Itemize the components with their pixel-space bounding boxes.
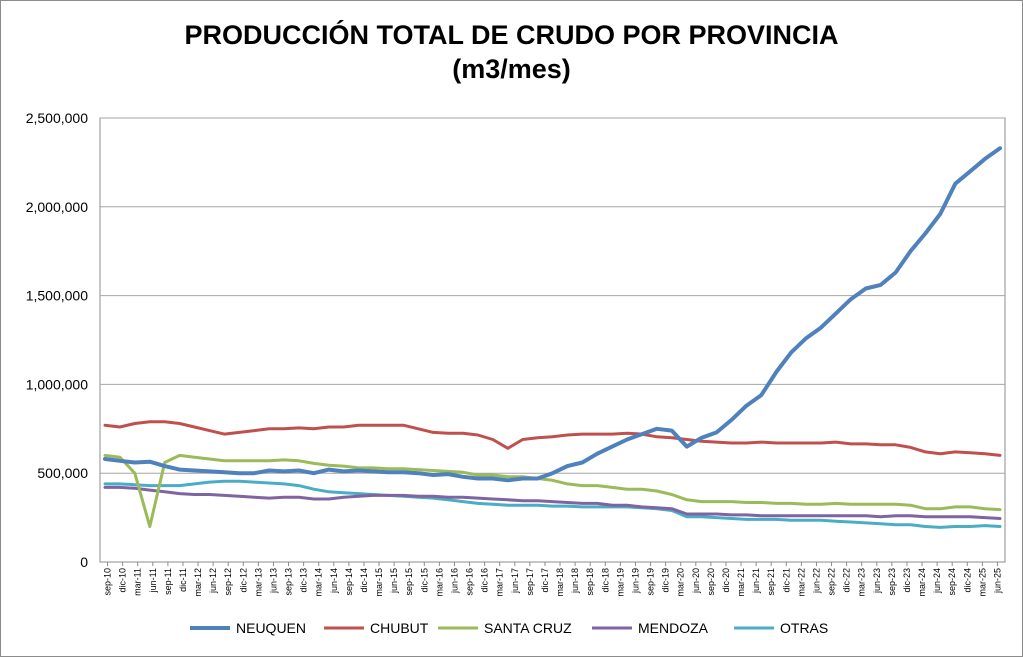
- legend-label: NEUQUEN: [236, 620, 306, 636]
- y-tick-label: 0: [80, 554, 88, 570]
- x-tick-label: jun-19: [630, 568, 640, 594]
- x-tick-label: sep-11: [163, 568, 173, 595]
- x-tick-label: dic-22: [842, 568, 852, 593]
- series-line-santa-cruz: [103, 453, 1002, 528]
- x-tick-label: mar-18: [555, 568, 565, 597]
- x-tick-label: sep-20: [706, 568, 716, 596]
- x-tick-label: mar-23: [857, 568, 867, 597]
- chart-subtitle: (m3/mes): [452, 54, 571, 84]
- x-tick-label: sep-17: [525, 568, 535, 596]
- x-tick-label: dic-23: [902, 568, 912, 593]
- x-tick-label: sep-10: [103, 568, 113, 596]
- x-tick-label: sep-16: [465, 568, 475, 596]
- x-tick-label: mar-24: [917, 568, 927, 597]
- y-tick-label: 2,000,000: [26, 199, 88, 215]
- x-tick-label: mar-15: [374, 568, 384, 597]
- chart-title: PRODUCCIÓN TOTAL DE CRUDO POR PROVINCIA: [184, 20, 839, 50]
- x-tick-label: dic-20: [721, 568, 731, 593]
- x-tick-label: mar-20: [676, 568, 686, 597]
- x-tick-label: dic-24: [962, 568, 972, 593]
- x-tick-label: jun-15: [389, 568, 399, 594]
- x-tick-label: sep-14: [344, 568, 354, 596]
- x-tick-label: mar-16: [434, 568, 444, 597]
- x-tick-label: jun-17: [510, 568, 520, 594]
- plot-area: [99, 117, 1006, 563]
- x-tick-label: mar-22: [796, 568, 806, 597]
- x-tick-label: sep-22: [827, 568, 837, 596]
- legend-label: OTRAS: [780, 620, 828, 636]
- x-tick-label: jun-23: [872, 568, 882, 594]
- x-tick-label: sep-24: [947, 568, 957, 596]
- x-tick-label: mar-21: [736, 568, 746, 597]
- legend-label: MENDOZA: [638, 620, 709, 636]
- y-axis: 0 500,000 1,000,000 1,500,000 2,000,000 2,500…: [26, 110, 89, 570]
- x-tick-label: dic-13: [299, 568, 309, 593]
- y-tick-label: 1,000,000: [26, 376, 88, 392]
- x-tick-label: dic-17: [540, 568, 550, 593]
- x-tick-label: dic-12: [238, 568, 248, 593]
- legend-label: SANTA CRUZ: [484, 620, 572, 636]
- x-tick-label: sep-15: [404, 568, 414, 596]
- y-tick-label: 1,500,000: [26, 288, 88, 304]
- series-line-neuquen: [103, 146, 1002, 483]
- x-tick-label: jun-25: [992, 568, 1002, 594]
- x-tick-label: jun-22: [811, 568, 821, 594]
- series-line-mendoza: [103, 485, 1002, 520]
- x-tick-label: jun-18: [570, 568, 580, 594]
- legend: NEUQUEN CHUBUT SANTA CRUZ MENDOZA OTRAS: [190, 620, 828, 636]
- x-tick-label: dic-10: [118, 568, 128, 593]
- x-tick-label: jun-14: [329, 568, 339, 594]
- legend-label: CHUBUT: [370, 620, 429, 636]
- x-tick-label: jun-24: [932, 568, 942, 594]
- x-tick-label: dic-16: [480, 568, 490, 593]
- x-tick-label: sep-19: [646, 568, 656, 596]
- series-line-otras: [103, 479, 1002, 529]
- x-tick-label: dic-11: [178, 568, 188, 592]
- x-tick-label: jun-20: [691, 568, 701, 594]
- y-tick-label: 500,000: [37, 465, 88, 481]
- x-tick-label: mar-12: [193, 568, 203, 597]
- x-tick-label: jun-11: [148, 568, 158, 593]
- x-tick-label: mar-11: [133, 568, 143, 596]
- series-lines: [103, 146, 1002, 529]
- x-tick-label: mar-14: [314, 568, 324, 597]
- x-tick-label: sep-18: [585, 568, 595, 596]
- x-tick-label: mar-17: [495, 568, 505, 597]
- x-tick-label: sep-21: [766, 568, 776, 596]
- chart-title-block: PRODUCCIÓN TOTAL DE CRUDO POR PROVINCIA …: [0, 18, 1023, 86]
- x-tick-label: sep-12: [223, 568, 233, 596]
- x-tick-label: jun-16: [449, 568, 459, 594]
- x-tick-label: mar-19: [615, 568, 625, 597]
- x-tick-label: mar-25: [977, 568, 987, 597]
- x-tick-label: sep-13: [284, 568, 294, 596]
- x-tick-label: dic-21: [781, 568, 791, 593]
- x-tick-label: jun-13: [268, 568, 278, 594]
- x-tick-label: dic-14: [359, 568, 369, 593]
- y-tick-label: 2,500,000: [26, 110, 88, 126]
- x-axis: sep-10 dic-10 mar-11 jun-11 sep-11 dic-11 mar-…: [103, 562, 1002, 597]
- x-tick-label: dic-18: [600, 568, 610, 593]
- x-tick-label: dic-19: [661, 568, 671, 593]
- x-tick-label: mar-13: [253, 568, 263, 597]
- x-tick-label: sep-23: [887, 568, 897, 596]
- series-line-chubut: [103, 420, 1002, 457]
- x-tick-label: jun-21: [751, 568, 761, 594]
- x-tick-label: dic-15: [419, 568, 429, 593]
- x-tick-label: jun-12: [208, 568, 218, 594]
